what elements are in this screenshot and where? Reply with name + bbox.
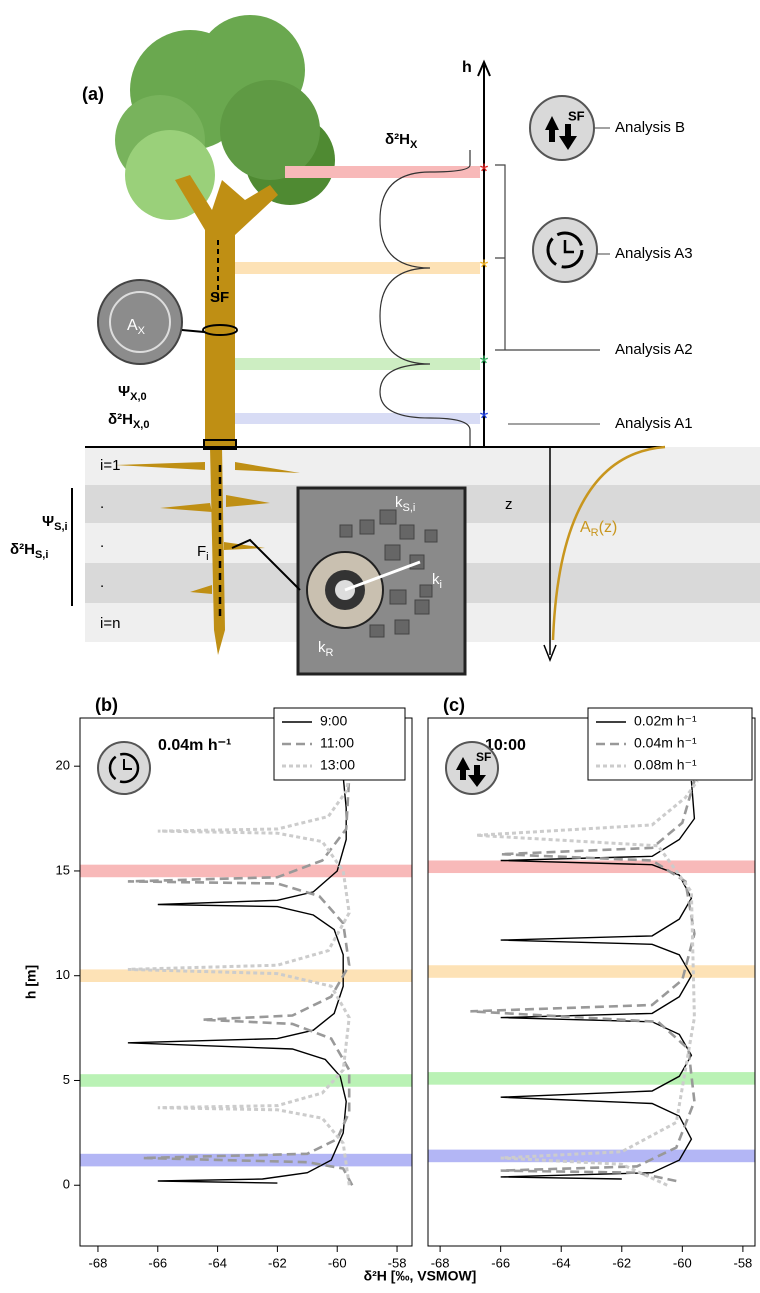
svg-text:*: * bbox=[480, 159, 489, 184]
layer-label: i=1 bbox=[100, 457, 120, 474]
x-tick-label: -62 bbox=[268, 1255, 287, 1270]
layer-label: . bbox=[100, 534, 104, 551]
y-tick-label: 15 bbox=[56, 862, 70, 877]
legend-label: 0.02m h⁻¹ bbox=[634, 713, 697, 729]
x-tick-label: -58 bbox=[733, 1255, 752, 1270]
icon-label: SF bbox=[476, 750, 491, 764]
y-tick-label: 10 bbox=[56, 967, 70, 982]
x-tick-label: -62 bbox=[612, 1255, 631, 1270]
x-tick-label: -64 bbox=[552, 1255, 571, 1270]
label: ΨS,i bbox=[42, 513, 68, 533]
subtitle: 0.04m h⁻¹ bbox=[158, 737, 231, 754]
y-tick-label: 5 bbox=[63, 1072, 70, 1087]
x-tick-label: -66 bbox=[148, 1255, 167, 1270]
x-tick-label: -68 bbox=[89, 1255, 108, 1270]
legend-label: 11:00 bbox=[320, 735, 354, 751]
layer-label: i=n bbox=[100, 615, 120, 632]
isotope-profile bbox=[380, 150, 470, 447]
pointer bbox=[182, 330, 204, 332]
label: ΨX,0 bbox=[118, 383, 147, 403]
analysis-label: Analysis A1 bbox=[615, 415, 693, 432]
icon-label: SF bbox=[568, 108, 585, 123]
analysis-label: Analysis A3 bbox=[615, 245, 693, 262]
axis-label: h bbox=[462, 59, 472, 76]
band bbox=[80, 969, 412, 982]
analysis-label: Analysis B bbox=[615, 119, 685, 136]
x-tick-label: -66 bbox=[491, 1255, 510, 1270]
svg-text:*: * bbox=[480, 255, 489, 280]
x-tick-label: -58 bbox=[388, 1255, 407, 1270]
isotope-bands bbox=[235, 166, 480, 424]
panel-label: (b) bbox=[95, 695, 118, 715]
panel-label: (a) bbox=[82, 84, 104, 104]
y-tick-label: 20 bbox=[56, 758, 70, 773]
label: SF bbox=[210, 289, 229, 306]
svg-text:*: * bbox=[480, 351, 489, 376]
y-tick-label: 0 bbox=[63, 1177, 70, 1192]
legend-label: 9:00 bbox=[320, 713, 347, 729]
band bbox=[428, 965, 755, 978]
legend-label: 0.04m h⁻¹ bbox=[634, 735, 697, 751]
x-tick-label: -68 bbox=[431, 1255, 450, 1270]
x-tick-label: -60 bbox=[673, 1255, 692, 1270]
layer-label: . bbox=[100, 574, 104, 591]
svg-text:*: * bbox=[480, 406, 489, 431]
band bbox=[428, 1150, 755, 1163]
legend-label: 0.08m h⁻¹ bbox=[634, 757, 697, 773]
label: AR(z) bbox=[580, 519, 617, 539]
x-axis-label: δ²H [‰, VSMOW] bbox=[364, 1268, 477, 1284]
panel-label: (c) bbox=[443, 695, 465, 715]
analysis-label: Analysis A2 bbox=[615, 341, 693, 358]
axis-label: z bbox=[505, 496, 513, 513]
label: δ²HX bbox=[385, 131, 418, 151]
icon-sf bbox=[530, 96, 594, 160]
band bbox=[80, 865, 412, 878]
label: δ²HX,0 bbox=[108, 411, 149, 431]
layer-label: . bbox=[100, 495, 104, 512]
band bbox=[428, 1072, 755, 1085]
x-tick-label: -60 bbox=[328, 1255, 347, 1270]
y-axis-label: h [m] bbox=[23, 965, 39, 999]
figure: * * * * (a) h δ²HX SF AX ΨX,0 δ²HX,0 ΨS,… bbox=[0, 0, 760, 1293]
x-tick-label: -64 bbox=[208, 1255, 227, 1270]
band bbox=[80, 1074, 412, 1087]
legend-label: 13:00 bbox=[320, 757, 355, 773]
label: δ²HS,i bbox=[10, 541, 48, 561]
